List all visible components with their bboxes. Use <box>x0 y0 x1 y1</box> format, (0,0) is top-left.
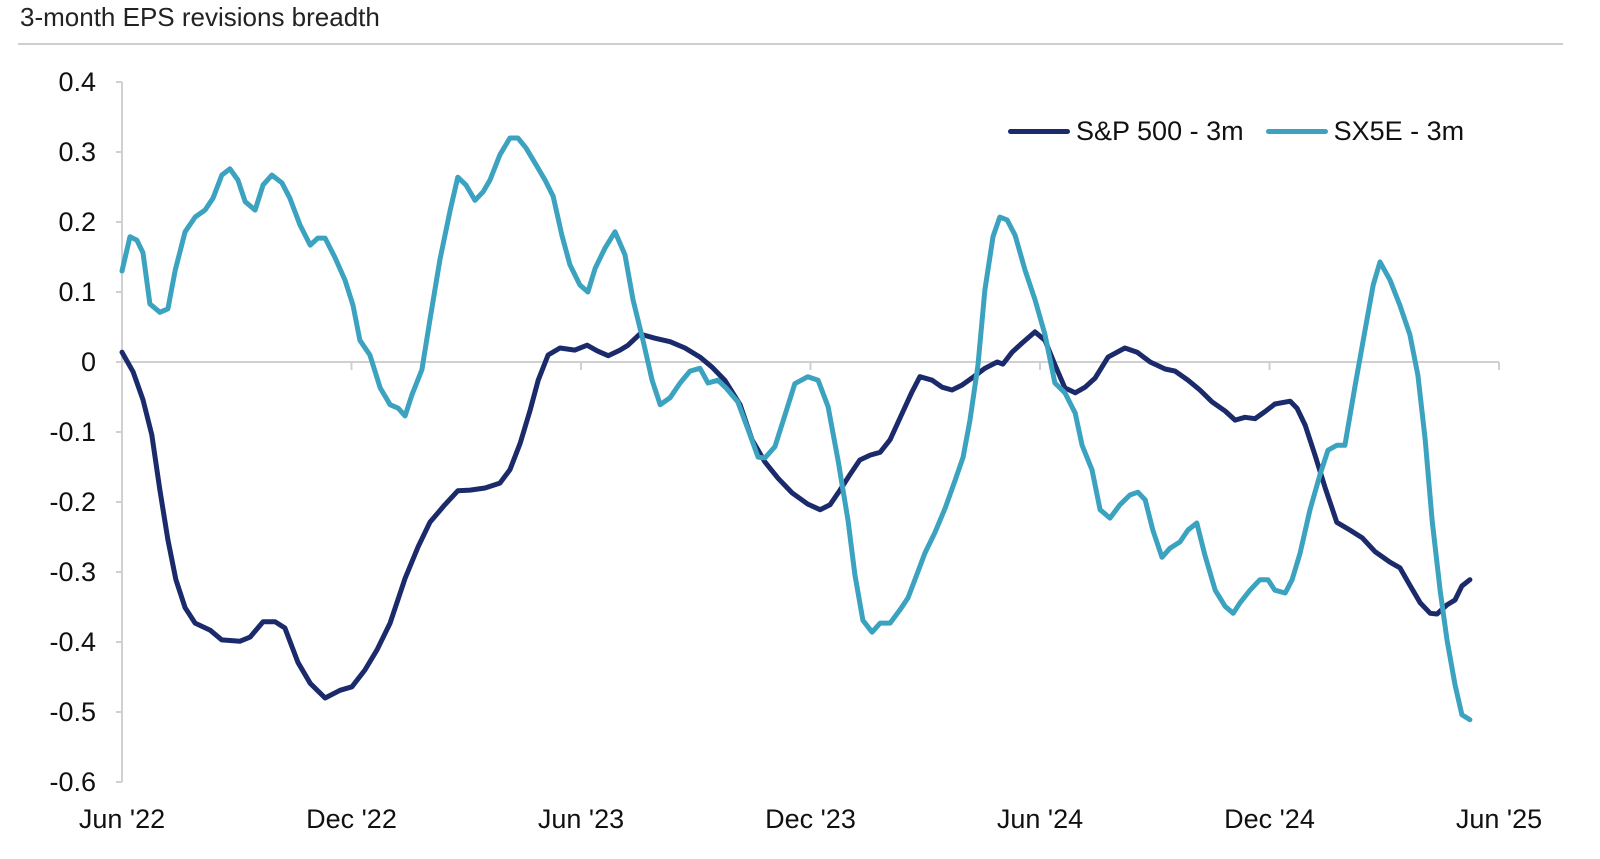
y-tick-label: -0.4 <box>49 627 96 657</box>
legend-swatch-sp500 <box>1008 129 1070 134</box>
y-tick-label: 0.4 <box>58 67 96 97</box>
y-tick-label: 0 <box>81 347 96 377</box>
y-tick-label: 0.2 <box>58 207 96 237</box>
series-line-sp500 <box>119 329 1473 701</box>
series-lines <box>119 135 1473 723</box>
axes <box>116 81 1500 783</box>
legend-label-sp500: S&P 500 - 3m <box>1076 116 1244 146</box>
legend-item-sp500: S&P 500 - 3m <box>1008 116 1244 147</box>
y-tick-label: 0.3 <box>58 137 96 167</box>
x-tick-label: Jun '23 <box>538 804 624 834</box>
x-tick-label: Dec '22 <box>306 804 397 834</box>
y-tick-label: 0.1 <box>58 277 96 307</box>
legend: S&P 500 - 3m SX5E - 3m <box>1008 116 1486 147</box>
legend-item-sx5e: SX5E - 3m <box>1265 116 1465 147</box>
x-tick-label: Dec '24 <box>1224 804 1315 834</box>
legend-swatch-sx5e <box>1265 129 1328 134</box>
y-tick-label: -0.1 <box>49 417 96 447</box>
x-tick-label: Dec '23 <box>765 804 856 834</box>
tick-labels: 0.4 0.3 0.2 0.1 0 -0.1 -0.2 -0.3 -0.4 -0.5 -0.6 Jun… <box>49 67 1542 834</box>
y-tick-label: -0.5 <box>49 697 96 727</box>
legend-label-sx5e: SX5E - 3m <box>1333 116 1465 146</box>
series-line-sx5e <box>119 135 1473 723</box>
x-tick-label: Jun '25 <box>1456 804 1542 834</box>
title-divider <box>18 43 1563 45</box>
chart-title: 3-month EPS revisions breadth <box>20 2 380 32</box>
y-tick-label: -0.6 <box>49 767 96 797</box>
y-tick-label: -0.3 <box>49 557 96 587</box>
y-tick-label: -0.2 <box>49 487 96 517</box>
x-tick-label: Jun '24 <box>997 804 1083 834</box>
x-tick-label: Jun '22 <box>79 804 165 834</box>
